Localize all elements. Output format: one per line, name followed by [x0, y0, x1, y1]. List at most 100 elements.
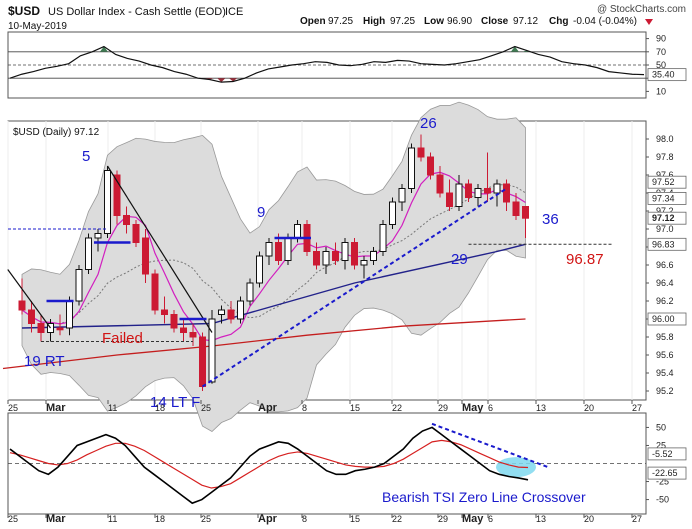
price-tag-label: 96.83 — [652, 239, 675, 249]
tsi-signal-line — [9, 439, 529, 489]
candle-body — [313, 251, 320, 266]
candle-body — [512, 201, 520, 216]
instrument-name: US Dollar Index - Cash Settle (EOD) — [48, 6, 226, 18]
candle-body — [465, 183, 472, 198]
candle-body — [341, 242, 349, 261]
open-label: Open — [300, 16, 326, 27]
tsi-y-tick-label: 50 — [656, 422, 666, 432]
watermark-text: @ StockCharts.com — [597, 4, 686, 15]
price-y-tick-label: 98.0 — [656, 134, 674, 144]
price-y-tick-label: 95.8 — [656, 332, 674, 342]
uptrend-dashed-line — [201, 187, 508, 388]
oversold-fill — [205, 78, 238, 83]
tsi-value-label: -5.52 — [652, 449, 673, 459]
candle-body — [294, 224, 301, 239]
osc-y-tick-label: 50 — [656, 60, 666, 70]
price-y-tick-label: 97.2 — [656, 206, 674, 216]
candle-body — [503, 183, 510, 203]
candle-body — [275, 242, 282, 261]
x-tick-label-bottom: 15 — [350, 514, 360, 524]
x-tick-label-bottom: 22 — [392, 514, 402, 524]
x-tick-label-bottom: 25 — [8, 514, 18, 524]
price-panel-title: $USD (Daily) 97.12 — [13, 127, 100, 138]
tsi-line — [9, 426, 529, 505]
low-value: 96.90 — [447, 16, 472, 27]
close-value: 97.12 — [513, 16, 538, 27]
x-tick-label-bottom: Apr — [258, 513, 278, 525]
fast-ma-line — [21, 171, 526, 342]
overbought-fill — [99, 46, 531, 52]
candle-body — [28, 309, 35, 324]
bollinger-band — [21, 101, 526, 432]
axis-layer: 98.097.897.697.497.297.096.896.696.496.2… — [7, 34, 687, 525]
band-midline — [21, 184, 526, 325]
x-tick-label: May — [462, 402, 484, 414]
x-tick-label-bottom: 6 — [488, 514, 493, 524]
open-value: 97.25 — [328, 16, 353, 27]
candle-body — [284, 237, 292, 261]
price-tag-label: 96.00 — [652, 314, 675, 324]
tsi-value-label: -22.65 — [652, 468, 678, 478]
price-tag-box — [647, 191, 687, 205]
candle-body — [218, 309, 225, 315]
high-value: 97.25 — [390, 16, 415, 27]
osc-y-tick-label: 90 — [656, 34, 666, 44]
x-tick-label: 20 — [584, 403, 594, 413]
symbol-text: $USD — [8, 4, 40, 18]
x-tick-label-bottom: 18 — [155, 514, 165, 524]
x-tick-label: 27 — [632, 403, 642, 413]
chart-header: $USD US Dollar Index - Cash Settle (EOD)… — [8, 4, 686, 32]
candle-body — [151, 273, 159, 311]
candle-body — [436, 174, 444, 194]
x-tick-label: 13 — [536, 403, 546, 413]
x-tick-label-bottom: 13 — [536, 514, 546, 524]
candle-body — [351, 242, 358, 266]
quote-bar: Open 97.25 High 97.25 Low 96.90 Close 97… — [300, 16, 653, 27]
high-label: High — [363, 16, 385, 27]
x-tick-label: 18 — [155, 403, 165, 413]
candle-body — [227, 309, 235, 320]
trend-line-down — [106, 165, 213, 333]
candle-body — [56, 327, 64, 331]
down-arrow-icon — [645, 19, 653, 25]
x-tick-label-bottom: 8 — [302, 514, 307, 524]
x-tick-label-bottom: 27 — [632, 514, 642, 524]
candle-body — [474, 188, 482, 198]
price-tag-box — [647, 312, 687, 326]
candle-body — [493, 183, 501, 194]
candle-body — [360, 260, 368, 266]
x-tick-label-bottom: Mar — [46, 513, 66, 525]
long-ma-line — [2, 318, 526, 370]
candle-body — [37, 323, 45, 333]
candle-body — [142, 237, 149, 275]
price-y-tick-label: 97.6 — [656, 170, 674, 180]
x-tick-label: 25 — [8, 403, 18, 413]
price-tag-label: 97.34 — [652, 193, 675, 203]
price-tag-box — [647, 175, 687, 189]
tsi-downtrend-line — [431, 422, 549, 469]
candle-body — [370, 251, 377, 261]
candle-body — [208, 318, 216, 383]
x-tick-label-bottom: 25 — [201, 514, 211, 524]
ann-9: 9 — [257, 204, 265, 221]
price-y-tick-label: 96.4 — [656, 278, 674, 288]
x-tick-label: 6 — [488, 403, 493, 413]
tsi-value-box — [647, 447, 687, 461]
candle-body — [265, 242, 273, 257]
candle-body — [417, 147, 425, 158]
candle-body — [398, 188, 406, 203]
price-tag-box — [647, 211, 687, 225]
chart-date: 10-May-2019 — [8, 21, 67, 32]
candle-body — [455, 183, 463, 207]
candle-body — [446, 192, 453, 207]
tsi-layer: Bearish TSI Zero Line Crossover — [8, 422, 646, 505]
candle-body — [161, 309, 168, 315]
price-y-tick-label: 96.6 — [656, 260, 674, 270]
x-tick-label: 8 — [302, 403, 307, 413]
candle-body — [237, 300, 244, 320]
mid-ma-line — [21, 243, 526, 329]
osc-y-tick-label: 70 — [656, 47, 666, 57]
candle-body — [199, 336, 206, 387]
x-tick-label-bottom: 29 — [438, 514, 448, 524]
candle-body — [132, 224, 140, 243]
